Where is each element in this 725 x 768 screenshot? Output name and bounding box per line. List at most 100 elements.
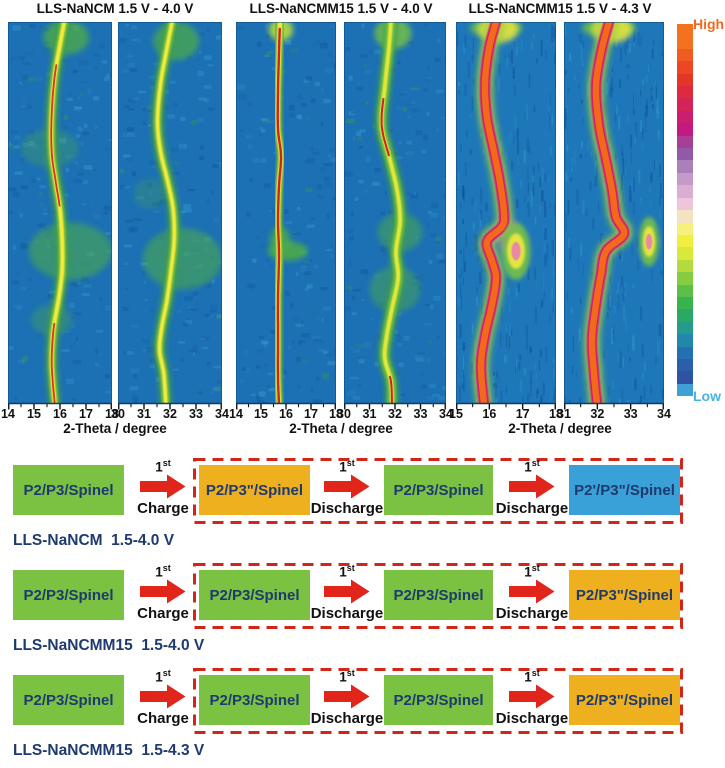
colorbar-segment: [677, 172, 693, 186]
colorbar-segment: [677, 123, 693, 136]
tick-label: 15: [449, 407, 463, 421]
phase-box-label: P2/P3/Spinel: [393, 481, 484, 499]
tick-label: 18: [329, 407, 343, 421]
plot-title-3: LLS-NaNCMM15 1.5 V - 4.3 V: [468, 1, 652, 16]
phase-box-label: P2/P3/Spinel: [23, 481, 114, 499]
tick-label: 17: [79, 407, 93, 421]
colorbar-segment: [677, 160, 693, 173]
colorbar-segment: [677, 284, 693, 297]
colorbar-segment: [677, 247, 693, 260]
arrow-ordinal: 1st: [155, 668, 171, 685]
colorbar-segment: [677, 321, 693, 335]
xrd-heatmap-panel-6: [564, 22, 664, 410]
transition-arrow-group: 1st Charge: [118, 668, 208, 728]
arrow-ordinal: 1st: [524, 563, 540, 580]
tick-label: 31: [137, 407, 151, 421]
arrow-word: Charge: [137, 500, 189, 517]
flow-row-3: P2/P3/Spinel 1st Charge P2/P3/Spinel 1st Disc…: [0, 668, 725, 768]
phase-box: P2/P3/Spinel: [13, 465, 124, 515]
right-arrow-icon: [140, 474, 186, 499]
colorbar-segment: [677, 73, 693, 87]
right-arrow-icon: [324, 474, 370, 499]
tick-label: 33: [413, 407, 428, 421]
tick-label: 17: [515, 407, 530, 421]
phase-box: P2/P3/Spinel: [384, 465, 493, 515]
colorbar-segment: [677, 36, 693, 49]
arrow-word: Discharge: [310, 710, 384, 727]
phase-box-label: P2/P3"/Spinel: [575, 691, 674, 709]
phase-box: P2/P3/Spinel: [13, 570, 124, 620]
tick-label: 34: [439, 407, 453, 421]
right-arrow-icon: [140, 684, 186, 709]
colorbar-segment: [677, 110, 693, 124]
plot-title-2: LLS-NaNCMM15 1.5 V - 4.0 V: [249, 1, 433, 16]
tick-label: 16: [53, 407, 67, 421]
colorbar-segment: [677, 234, 693, 248]
flow-row-2: P2/P3/Spinel 1st Charge P2/P3/Spinel 1st Disc…: [0, 563, 725, 663]
plot-title-1: LLS-NaNCM 1.5 V - 4.0 V: [36, 1, 194, 16]
arrow-ordinal: 1st: [339, 563, 355, 580]
tick-label: 18: [549, 407, 563, 421]
tick-label: 32: [590, 407, 605, 421]
phase-box-label: P2/P3/Spinel: [393, 586, 484, 604]
colorbar-segment: [677, 98, 693, 111]
dashed-region-border: [193, 458, 683, 524]
colorbar-segment: [677, 358, 693, 372]
flow-row-label: LLS-NaNCM 1.5-4.0 V: [13, 532, 175, 549]
transition-arrow-group: 1st Discharge: [487, 563, 577, 623]
phase-box-label: P2'/P3"/Spinel: [574, 481, 675, 499]
tick-label: 34: [657, 407, 671, 421]
colorbar-high-label: High: [693, 16, 725, 32]
arrow-ordinal: 1st: [524, 668, 540, 685]
phase-box-label: P2/P3/Spinel: [23, 586, 114, 604]
tick-label: 31: [362, 407, 377, 421]
dashed-region-border: [193, 668, 683, 734]
tick-label: 14: [229, 407, 243, 421]
phase-box-label: P2/P3"/Spinel: [205, 481, 304, 499]
phase-box-label: P2/P3/Spinel: [209, 691, 300, 709]
arrow-word: Charge: [137, 710, 189, 727]
transition-arrow-group: 1st Discharge: [302, 668, 392, 728]
xrd-heatmap-panel-5: [456, 22, 556, 410]
colorbar-segment: [677, 61, 693, 74]
dashed-region-border: [193, 563, 683, 629]
colorbar-segment: [677, 135, 693, 149]
flow-row-label: LLS-NaNCMM15 1.5-4.3 V: [13, 742, 205, 759]
tick-label: 31: [557, 407, 571, 421]
transition-arrow-group: 1st Discharge: [302, 563, 392, 623]
colorbar-segment: [677, 197, 693, 211]
arrow-word: Discharge: [495, 605, 569, 622]
right-arrow-icon: [509, 474, 555, 499]
xrd-heatmap-panel-4: [344, 22, 446, 410]
arrow-ordinal: 1st: [339, 458, 355, 475]
arrow-ordinal: 1st: [339, 668, 355, 685]
phase-box: P2/P3/Spinel: [13, 675, 124, 725]
right-arrow-icon: [140, 579, 186, 604]
transition-arrow-group: 1st Discharge: [487, 668, 577, 728]
xaxis-label-3: 2-Theta / degree: [508, 421, 612, 436]
colorbar-segment: [677, 371, 693, 384]
arrow-word: Charge: [137, 605, 189, 622]
right-arrow-icon: [324, 684, 370, 709]
phase-box: P2/P3"/Spinel: [199, 465, 310, 515]
flow-row-label: LLS-NaNCMM15 1.5-4.0 V: [13, 637, 205, 654]
colorbar-segment: [677, 210, 693, 223]
phase-box: P2/P3"/Spinel: [569, 570, 680, 620]
xrd-heatmap-panel-3: [236, 22, 336, 410]
tick-label: 16: [482, 407, 497, 421]
right-arrow-icon: [509, 579, 555, 604]
colorbar-segment: [677, 222, 693, 235]
tick-label: 33: [623, 407, 638, 421]
phase-box: P2/P3/Spinel: [199, 675, 310, 725]
transition-arrow-group: 1st Discharge: [487, 458, 577, 518]
colorbar-segment: [677, 259, 693, 273]
tick-label: 17: [304, 407, 318, 421]
phase-box-label: P2/P3/Spinel: [209, 586, 300, 604]
xaxis-label-1: 2-Theta / degree: [63, 421, 167, 436]
flow-row-1: P2/P3/Spinel 1st Charge P2/P3"/Spinel 1st Dis…: [0, 458, 725, 558]
colorbar-segment: [677, 346, 693, 359]
colorbar-segment: [677, 185, 693, 198]
phase-box: P2/P3/Spinel: [384, 675, 493, 725]
tick-label: 32: [163, 407, 177, 421]
